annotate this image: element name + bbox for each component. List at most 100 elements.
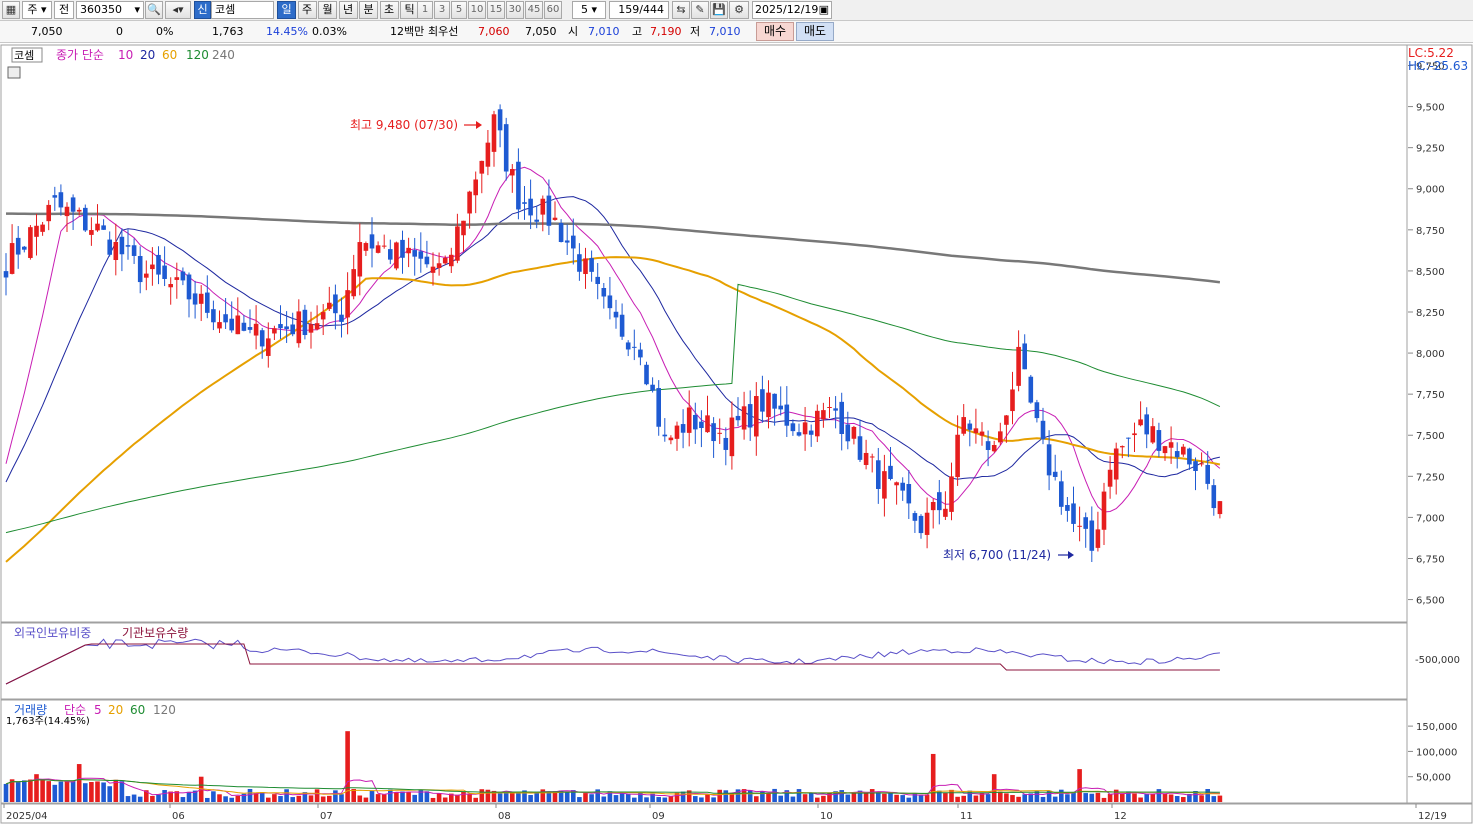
volume-bar (510, 793, 515, 802)
volume-bar (1022, 794, 1027, 802)
volume-bar (1156, 789, 1162, 802)
buy-button[interactable]: 매수 (756, 22, 794, 41)
calendar-icon[interactable] (7, 66, 21, 79)
candle-body (137, 256, 143, 283)
candle-body (211, 309, 216, 323)
save-icon[interactable]: 💾 (710, 1, 728, 19)
interval-tab-1[interactable]: 1 (417, 1, 433, 19)
candle-body (473, 179, 478, 196)
candle-body (876, 460, 881, 489)
candle-body (894, 482, 899, 486)
candle-body (564, 240, 570, 243)
candle-body (119, 236, 125, 255)
candle-body (1083, 517, 1088, 529)
candle-body (1150, 426, 1156, 443)
volume-bar (735, 789, 741, 802)
period-tab-4[interactable]: 분 (359, 1, 378, 19)
candle-body (961, 417, 966, 434)
turnover: 0.03% (312, 25, 347, 38)
volume-bar (308, 795, 314, 802)
period-tab-0[interactable]: 일 (277, 1, 296, 19)
volume-bar (680, 791, 686, 802)
period-tab-1[interactable]: 주 (297, 1, 317, 19)
candle-body (656, 388, 661, 427)
volume-bar (973, 795, 979, 802)
volume-bar (1077, 769, 1082, 802)
candle-body (912, 513, 918, 521)
date-input[interactable]: 2025/12/19 ▣ (752, 1, 832, 19)
volume-bar (540, 789, 546, 802)
candle-body (327, 302, 332, 309)
ytick-label-1: 6,750 (1416, 554, 1445, 565)
interval-select[interactable]: 5 ▾ (572, 1, 606, 19)
volume-bar (644, 797, 649, 802)
volume-bar (1138, 797, 1143, 802)
volume-ma-5-line (5, 777, 1220, 797)
search-icon[interactable]: 🔍 (145, 1, 163, 19)
market-select[interactable]: 주 ▾ (22, 1, 52, 19)
interval-tab-60[interactable]: 60 (544, 1, 562, 19)
candle-body (760, 389, 765, 412)
volume-bar (247, 788, 253, 802)
ma-10-line (5, 166, 1221, 513)
vol-ma-60-legend: 60 (130, 703, 145, 717)
xtick-label-6: 11 (960, 811, 973, 822)
period-tab-6[interactable]: 틱 (400, 1, 419, 19)
market2-select[interactable]: 전 (54, 1, 74, 19)
period-tab-5[interactable]: 초 (379, 1, 399, 19)
period-tab-3[interactable]: 년 (338, 1, 358, 19)
volume-bar (991, 774, 997, 802)
sell-button[interactable]: 매도 (796, 22, 834, 41)
interval-tab-15[interactable]: 15 (487, 1, 505, 19)
lc-indicator: LC:5.22 (1408, 46, 1454, 60)
volume-bar (345, 731, 350, 802)
volume-bar (918, 794, 924, 802)
candle-body (1144, 414, 1149, 435)
ytick-label-13: 9,750 (1416, 62, 1445, 73)
sound-icon[interactable]: ◂▾ (165, 1, 191, 19)
volume-bar (827, 793, 832, 802)
volume-bar (406, 791, 411, 802)
volume-bar (70, 781, 76, 802)
period-tab-2[interactable]: 월 (318, 1, 337, 19)
candle-body (381, 245, 387, 247)
candle-body (571, 235, 576, 249)
volume-bar (52, 784, 58, 802)
interval-tab-10[interactable]: 10 (468, 1, 486, 19)
vol-ma-120-legend: 120 (153, 703, 176, 717)
stock-chart[interactable]: 6,500 6,750 7,000 7,250 7,500 7,750 8,000 8,250… (0, 44, 1473, 824)
layout-icon[interactable]: ▦ (2, 1, 20, 19)
interval-tab-3[interactable]: 3 (434, 1, 450, 19)
candle-body (412, 250, 417, 257)
candle-body (729, 417, 735, 457)
candle-body (241, 322, 247, 331)
volume-bar (1211, 796, 1217, 802)
gear-icon[interactable]: ⚙ (729, 1, 749, 19)
candle-body (1138, 419, 1143, 426)
stock-code-input[interactable]: 360350 ▾ (76, 1, 144, 19)
candle-body (973, 428, 979, 434)
volume-bar (174, 791, 180, 802)
volume-bar (375, 794, 381, 802)
candle-body (1095, 529, 1101, 548)
interval-tab-30[interactable]: 30 (506, 1, 524, 19)
candle-body (534, 219, 539, 222)
volume-bar (741, 789, 747, 802)
link-icon[interactable]: ⇆ (672, 1, 690, 19)
interval-tab-5[interactable]: 5 (451, 1, 467, 19)
volume-bar (412, 794, 417, 802)
candle-body (772, 393, 777, 409)
volume-bar (235, 795, 241, 802)
volume-bar (1095, 792, 1101, 802)
candle-body (217, 322, 222, 329)
candle-body (546, 195, 552, 226)
volume-bar (516, 791, 521, 802)
ytick-label-6: 8,000 (1416, 349, 1445, 360)
interval-tab-45[interactable]: 45 (525, 1, 543, 19)
open-price: 7,010 (588, 25, 620, 38)
volume-bar (906, 797, 912, 802)
candle-body (180, 271, 186, 281)
volume-bar (357, 795, 363, 802)
draw-icon[interactable]: ✎ (691, 1, 709, 19)
volume-bar (943, 793, 948, 802)
